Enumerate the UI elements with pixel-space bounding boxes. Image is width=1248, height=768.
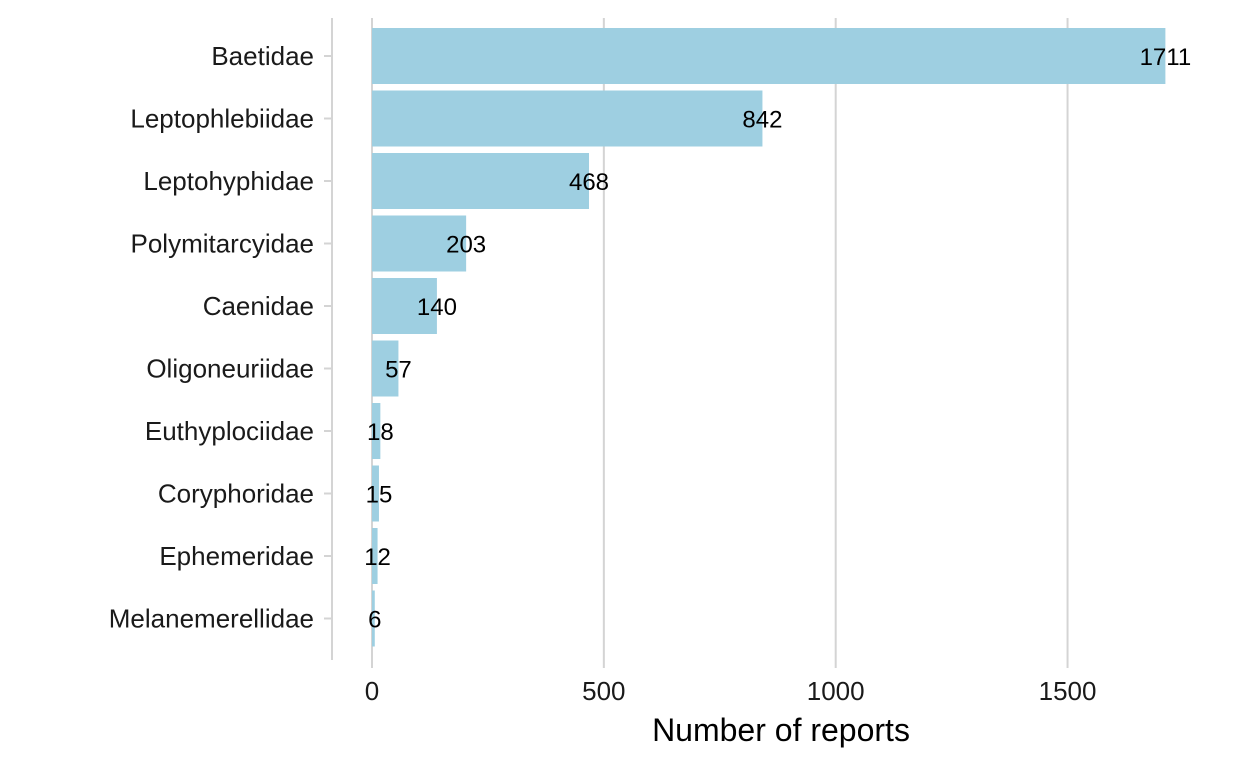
y-tick-label-polymitarcyidae: Polymitarcyidae: [130, 229, 314, 259]
bar-euthyplociidae: [372, 403, 381, 459]
y-tick-label-oligoneuriidae: Oligoneuriidae: [146, 354, 314, 384]
y-tick-label-ephemeridae: Ephemeridae: [159, 541, 314, 571]
bars: [372, 28, 1166, 647]
bar-melanemerellidae: [372, 590, 375, 647]
data-label-baetidae: 1711: [1140, 44, 1192, 71]
axes: [324, 18, 1069, 668]
data-label-melanemerellidae: 6: [368, 607, 381, 634]
x-tick-label-0: 0: [365, 676, 379, 706]
y-tick-labels: Baetidae Leptophlebiidae Leptohyphidae Poly…: [109, 41, 314, 634]
x-axis-title: Number of reports: [652, 712, 910, 748]
bar-leptophlebiidae: [372, 90, 763, 147]
x-tick-label-1: 500: [582, 676, 625, 706]
y-tick-label-melanemerellidae: Melanemerellidae: [109, 604, 314, 634]
data-label-euthyplociidae: 18: [367, 419, 394, 446]
data-label-caenidae: 140: [417, 294, 457, 321]
bar-caenidae: [372, 278, 437, 334]
x-tick-label-3: 1500: [1039, 676, 1097, 706]
y-tick-label-coryphoridae: Coryphoridae: [158, 479, 314, 509]
y-tick-label-euthyplociidae: Euthyplociidae: [145, 416, 314, 446]
bar-leptohyphidae: [372, 153, 590, 209]
bar-ephemeridae: [372, 528, 378, 584]
data-label-leptophlebiidae: 842: [742, 107, 782, 134]
data-label-oligoneuriidae: 57: [385, 357, 412, 384]
data-label-coryphoridae: 15: [366, 482, 393, 509]
x-tick-label-2: 1000: [807, 676, 865, 706]
y-tick-label-baetidae: Baetidae: [211, 41, 314, 71]
data-label-ephemeridae: 12: [364, 544, 391, 571]
y-tick-label-caenidae: Caenidae: [203, 291, 314, 321]
x-tick-labels: 0 500 1000 1500: [365, 676, 1097, 706]
data-labels: 1711 842 468 203 140 57 18 15 12 6: [364, 44, 1191, 634]
data-label-polymitarcyidae: 203: [446, 232, 486, 259]
bar-polymitarcyidae: [372, 215, 467, 272]
y-tick-label-leptophlebiidae: Leptophlebiidae: [130, 104, 314, 134]
bar-baetidae: [372, 28, 1166, 84]
bar-coryphoridae: [372, 465, 379, 522]
y-tick-label-leptohyphidae: Leptohyphidae: [143, 166, 314, 196]
bar-oligoneuriidae: [372, 340, 399, 397]
data-label-leptohyphidae: 468: [569, 169, 609, 196]
